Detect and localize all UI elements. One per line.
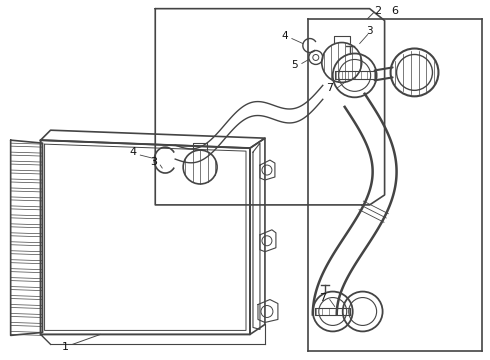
Text: 3: 3 <box>367 26 373 36</box>
Text: 6: 6 <box>391 6 398 15</box>
Text: 3: 3 <box>150 157 157 167</box>
Text: 4: 4 <box>130 147 137 157</box>
Text: 2: 2 <box>374 6 381 15</box>
Text: 1: 1 <box>62 342 69 352</box>
Text: 7: 7 <box>319 293 326 302</box>
Text: 7: 7 <box>326 84 333 93</box>
Text: 4: 4 <box>282 31 288 41</box>
Text: 5: 5 <box>292 60 298 71</box>
